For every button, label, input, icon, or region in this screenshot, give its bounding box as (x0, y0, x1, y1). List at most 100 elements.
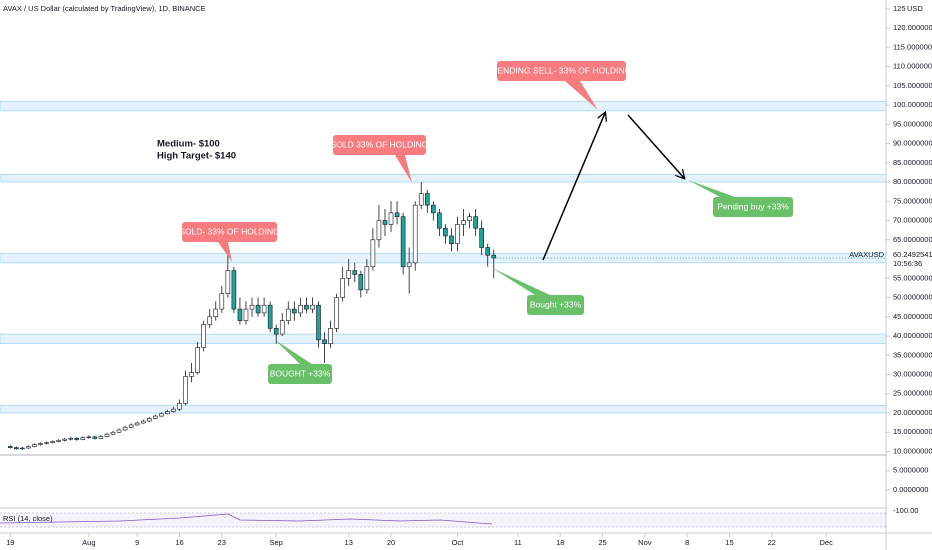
candle-body (418, 193, 424, 206)
candle-body (32, 444, 37, 447)
x-tick-label: Nov (638, 538, 652, 547)
price-zone (0, 333, 887, 345)
candle-body (183, 376, 188, 404)
candle-body (104, 433, 110, 437)
x-tick-label: 16 (175, 538, 183, 547)
candle-body (412, 204, 418, 264)
candle-body (316, 304, 321, 341)
note-high-target: High Target- $140 (157, 151, 236, 162)
callout-pointer (492, 268, 550, 295)
y-tick-label: 55.0000000 (893, 273, 932, 282)
candle-body (388, 212, 394, 225)
callout-text: Bought +33% (530, 299, 582, 309)
candle-body (273, 328, 279, 335)
candle-body (400, 216, 406, 268)
candle-body (267, 304, 273, 329)
candle-body (364, 266, 370, 291)
currency-label: USD (907, 4, 923, 13)
y-tick-label: 30.0000000 (893, 370, 932, 379)
candle-body (50, 441, 55, 443)
candle-body (128, 424, 134, 428)
candle-body (310, 304, 315, 310)
candle-body (189, 372, 194, 377)
y-tick-label: 85.0000000 (893, 158, 932, 167)
candle-body (243, 308, 249, 321)
candle-body (195, 347, 200, 373)
candle-body (74, 438, 80, 440)
symbol-label: AVAXUSD (849, 250, 884, 259)
candle-body (213, 308, 219, 318)
candle-body (437, 212, 442, 229)
callout-box (182, 222, 277, 242)
callout-text: SOLD- 33% OF HOLDING (179, 226, 280, 236)
candle-body (424, 193, 430, 206)
price-zone (0, 405, 887, 414)
candle-body (328, 328, 333, 345)
x-tick-label: Aug (82, 538, 95, 547)
price-zone (0, 174, 887, 183)
candle-body (261, 304, 267, 314)
note-medium: Medium- $100 (157, 139, 220, 150)
x-tick-label: 11 (514, 538, 522, 547)
candle-body (86, 436, 92, 438)
candle-body (231, 270, 237, 310)
candle-body (461, 220, 466, 225)
candle-body (406, 262, 412, 268)
x-tick-label: 20 (387, 538, 395, 547)
candle-body (322, 339, 327, 345)
candle-body (171, 408, 176, 412)
y-tick-label: 15.0000000 (893, 427, 932, 436)
price-zone (0, 100, 887, 112)
countdown-label: 10:56:36 (893, 259, 922, 268)
candle-body (279, 320, 285, 335)
arrow-up (542, 113, 605, 261)
candle-body (370, 239, 376, 268)
candle-body (467, 216, 472, 221)
y-tick-label: 125 (893, 4, 906, 13)
y-tick-label: 25.0000000 (893, 389, 932, 398)
indicator-scale: -100.00 (893, 506, 918, 515)
candle-body (285, 308, 291, 321)
y-tick-label: 65.0000000 (893, 235, 932, 244)
candle-body (219, 293, 225, 310)
x-tick-label: 15 (725, 538, 733, 547)
callout-pointer (275, 340, 312, 364)
candle-body (479, 227, 484, 248)
x-tick-label: 18 (556, 538, 564, 547)
candle-body (26, 446, 31, 449)
candle-body (201, 324, 206, 348)
x-tick-label: 8 (685, 538, 689, 547)
callout-box (268, 364, 332, 384)
candle-body (122, 426, 128, 431)
y-tick-label: 0.0000000 (893, 485, 928, 494)
candle-body (116, 429, 122, 433)
candle-body (376, 220, 382, 241)
callout-text: BOUGHT +33% (270, 368, 331, 378)
candle-body (382, 220, 388, 225)
y-tick-label: 90.0000000 (893, 139, 932, 148)
callout-text: PENDING SELL- 33% OF HOLDING (492, 65, 631, 75)
callout-text: SOLD 33% OF HOLDING (331, 139, 429, 149)
candle-body (92, 436, 98, 439)
callout-pointer (218, 242, 232, 262)
candle-body (358, 274, 364, 291)
price-zone (0, 252, 887, 264)
candle-body (165, 411, 170, 415)
y-tick-label: 20.0000000 (893, 408, 932, 417)
candle-body (38, 443, 43, 445)
candle-body (80, 437, 86, 440)
callout-pointer (565, 81, 598, 110)
candle-body (159, 413, 164, 417)
callout-box (497, 61, 626, 81)
callout-box (527, 295, 584, 315)
last-price-label: 60.2492541 (893, 250, 932, 259)
y-tick-label: 95.0000000 (893, 119, 932, 128)
rsi-line (0, 513, 493, 525)
chart-title: AVAX / US Dollar (calculated by TradingV… (3, 4, 206, 13)
y-tick-label: 50.0000000 (893, 293, 932, 302)
x-tick-label: Sep (270, 538, 283, 547)
candle-body (153, 415, 158, 419)
candle-body (352, 270, 358, 275)
